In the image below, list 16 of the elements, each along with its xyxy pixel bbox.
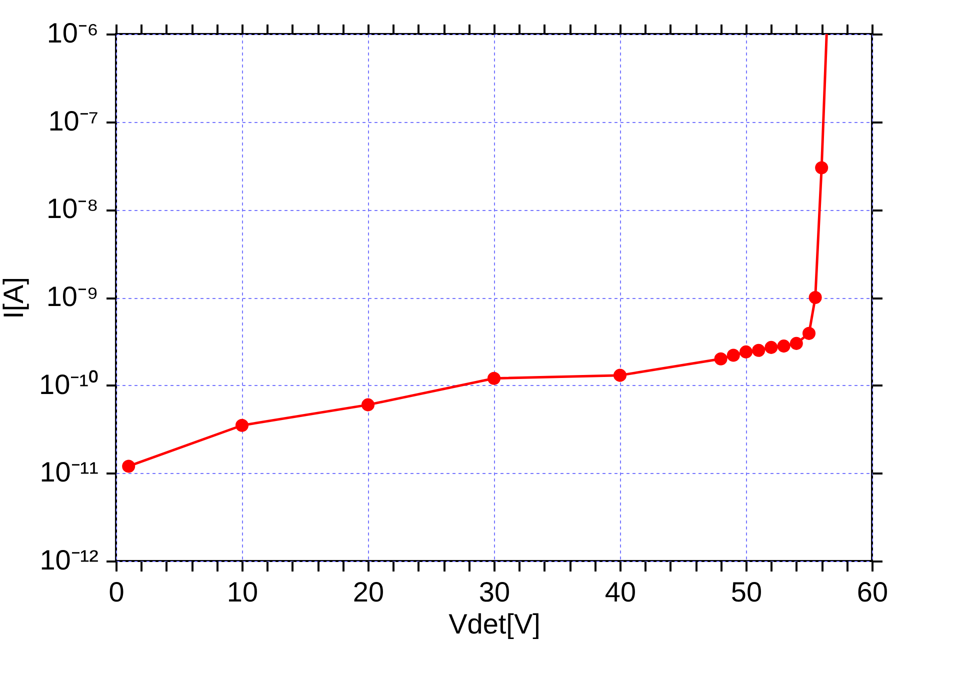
- y-tick-label: 10⁻⁹: [46, 281, 98, 312]
- y-tick-label: 10⁻⁶: [46, 18, 98, 48]
- x-tick-label: 60: [856, 576, 888, 608]
- x-tick-label: 30: [478, 576, 510, 608]
- x-tick-label: 40: [604, 576, 636, 608]
- x-tick-label: 50: [730, 576, 762, 608]
- y-tick-label: 10⁻¹¹: [40, 456, 98, 488]
- y-tick-label: 10⁻⁸: [46, 193, 98, 224]
- x-axis-title: Vdet[V]: [448, 608, 540, 640]
- x-tick-label: 20: [352, 576, 384, 608]
- y-tick-label: 10⁻¹⁰: [39, 368, 98, 400]
- x-tick-label: 10: [226, 576, 258, 608]
- y-tick-label: 10⁻⁷: [48, 105, 98, 136]
- x-tick-label: 0: [108, 576, 124, 608]
- y-tick-label: 10⁻¹²: [40, 544, 98, 576]
- y-axis-title: I[A]: [0, 276, 30, 320]
